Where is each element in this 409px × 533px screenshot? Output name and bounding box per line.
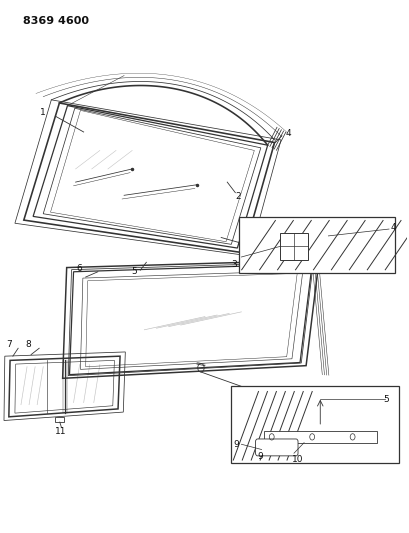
Text: 11: 11: [54, 426, 66, 435]
Text: 1: 1: [40, 108, 46, 117]
Text: 8369 4600: 8369 4600: [23, 16, 89, 26]
Text: 5: 5: [131, 267, 137, 276]
Bar: [239, 217, 394, 273]
Text: 5: 5: [382, 395, 388, 404]
Text: 4: 4: [285, 128, 291, 138]
Text: 3: 3: [231, 261, 237, 269]
FancyBboxPatch shape: [255, 439, 297, 456]
Text: 9: 9: [233, 440, 238, 449]
Text: 10: 10: [291, 455, 303, 464]
Text: 6: 6: [76, 264, 82, 272]
Text: 7: 7: [6, 340, 12, 349]
Bar: [231, 386, 398, 463]
Text: 9: 9: [257, 452, 263, 461]
Bar: [263, 431, 376, 443]
Bar: [55, 417, 64, 422]
Text: 8: 8: [25, 340, 31, 349]
Text: 2: 2: [235, 192, 240, 201]
Text: 4: 4: [390, 223, 396, 232]
Bar: [279, 233, 308, 260]
